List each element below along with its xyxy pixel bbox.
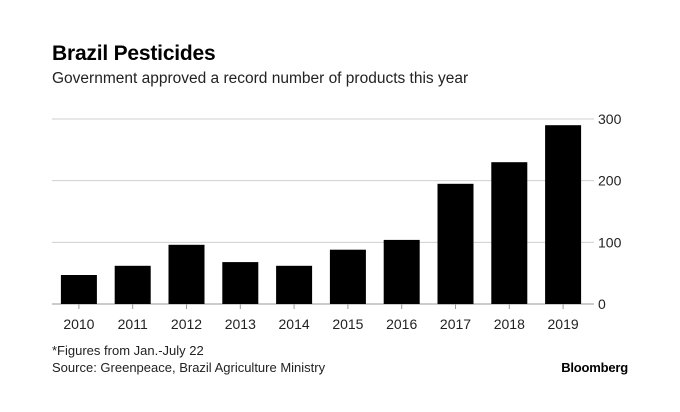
bar-2019 bbox=[545, 125, 582, 304]
x-tick-label: 2017 bbox=[440, 316, 471, 332]
bar-2012 bbox=[168, 244, 205, 304]
chart-title: Brazil Pesticides bbox=[52, 42, 216, 65]
y-tick-label: 100 bbox=[598, 234, 622, 250]
y-tick-label: 200 bbox=[598, 173, 622, 189]
y-tick-label: 300 bbox=[598, 111, 622, 127]
bar-2011 bbox=[114, 265, 151, 304]
bar-2014 bbox=[276, 265, 313, 304]
bar-2013 bbox=[222, 262, 259, 304]
footnote: *Figures from Jan.-July 22 bbox=[52, 343, 204, 358]
x-tick-label: 2016 bbox=[386, 316, 417, 332]
x-tick-label: 2019 bbox=[548, 316, 579, 332]
x-tick-label: 2018 bbox=[494, 316, 525, 332]
x-tick-label: 2013 bbox=[225, 316, 256, 332]
bar-2016 bbox=[383, 239, 420, 304]
bars bbox=[60, 125, 582, 305]
bar-2010 bbox=[60, 275, 97, 304]
x-tick-label: 2012 bbox=[171, 316, 202, 332]
y-axis-tick-labels: 0 100 200 300 bbox=[598, 111, 622, 312]
x-tick-label: 2011 bbox=[118, 316, 148, 332]
chart-subtitle: Government approved a record number of p… bbox=[52, 70, 469, 87]
bar-2018 bbox=[491, 162, 528, 304]
x-tick-label: 2015 bbox=[332, 316, 363, 332]
y-tick-label: 0 bbox=[598, 296, 606, 312]
bar-2017 bbox=[437, 183, 474, 305]
source-note: Source: Greenpeace, Brazil Agriculture M… bbox=[52, 360, 326, 375]
x-tick-label: 2014 bbox=[279, 316, 310, 332]
x-tick-label: 2010 bbox=[63, 316, 94, 332]
bar-2015 bbox=[329, 249, 366, 304]
bloomberg-logo: Bloomberg bbox=[561, 360, 628, 375]
x-axis-tick-labels: 2010 2011 2012 2013 2014 2015 2016 2017 2018 2019 bbox=[63, 304, 579, 332]
